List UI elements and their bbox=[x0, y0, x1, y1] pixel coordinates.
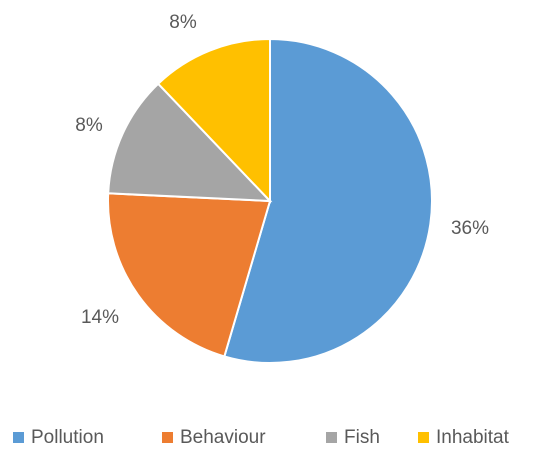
pie-slice-behaviour bbox=[107, 192, 272, 358]
data-label-fish: 8% bbox=[75, 115, 103, 136]
legend: Pollution Behaviour Fish Inhabitat bbox=[13, 427, 510, 448]
legend-swatch-inhabitat bbox=[418, 432, 429, 443]
pie-data-labels: 36% 14% 8% 8% bbox=[75, 12, 489, 328]
legend-swatch-behaviour bbox=[162, 432, 173, 443]
pie-slices bbox=[107, 37, 433, 364]
data-label-behaviour: 14% bbox=[81, 307, 119, 328]
pie-slice-inhabitat bbox=[156, 37, 271, 204]
legend-swatch-fish bbox=[326, 432, 337, 443]
legend-swatch-pollution bbox=[13, 432, 24, 443]
legend-label-fish: Fish bbox=[344, 427, 380, 448]
legend-label-behaviour: Behaviour bbox=[180, 427, 266, 448]
legend-label-pollution: Pollution bbox=[31, 427, 104, 448]
pie-slice-fish bbox=[107, 82, 273, 203]
data-label-pollution: 36% bbox=[451, 218, 489, 239]
legend-label-inhabitat: Inhabitat bbox=[436, 427, 510, 448]
pie-slice-pollution bbox=[223, 37, 433, 364]
data-label-inhabitat: 8% bbox=[169, 12, 197, 33]
